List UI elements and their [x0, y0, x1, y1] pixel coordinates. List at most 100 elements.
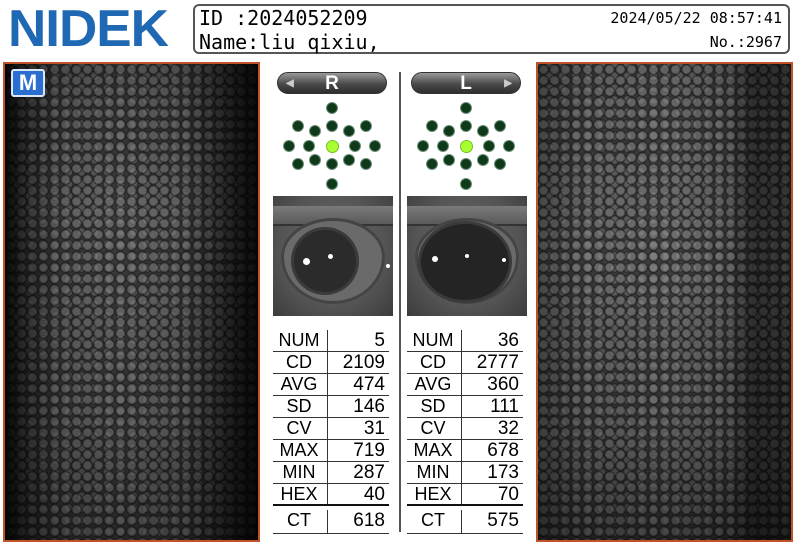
fixation-dot	[494, 158, 506, 170]
image-vignette	[538, 64, 791, 540]
fixation-dot	[494, 120, 506, 132]
fixation-dot	[283, 140, 295, 152]
endothelium-image-right-eye[interactable]: M	[3, 62, 260, 542]
anterior-eye-image-right	[273, 196, 393, 316]
fixation-dot	[349, 140, 361, 152]
fixation-dot	[460, 102, 472, 114]
fixation-dot	[343, 125, 355, 137]
stat-row-avg: AVG 360	[407, 374, 523, 396]
stat-label: CV	[420, 418, 446, 438]
stat-value: 618	[353, 510, 385, 531]
stat-separator	[327, 462, 328, 483]
stat-separator	[327, 396, 328, 417]
fixation-dot	[360, 120, 372, 132]
stat-separator	[327, 440, 328, 461]
stat-value: 2109	[342, 352, 385, 373]
stat-label: MIN	[282, 462, 316, 482]
stat-label: AVG	[414, 374, 452, 394]
fixation-dot	[417, 140, 429, 152]
stat-label: CT	[287, 510, 311, 530]
stat-value: 2777	[476, 352, 519, 373]
stat-value: 360	[487, 374, 519, 395]
exam-datetime: 2024/05/22 08:57:41	[610, 9, 782, 27]
fixation-dot	[326, 178, 338, 190]
stat-value: 31	[363, 418, 385, 439]
stat-label: SD	[420, 396, 446, 416]
stat-row-avg: AVG 474	[273, 374, 389, 396]
panel-divider	[399, 72, 401, 532]
endothelium-image-left-eye[interactable]	[536, 62, 793, 542]
stat-label: MAX	[413, 440, 453, 460]
stat-value: 474	[353, 374, 385, 395]
tab-right-eye-label: R	[325, 73, 339, 94]
stat-value: 5	[374, 330, 385, 351]
stat-value: 146	[353, 396, 385, 417]
fixation-dot	[292, 158, 304, 170]
stat-separator	[327, 374, 328, 395]
stat-value: 111	[490, 396, 519, 417]
fixation-dot	[309, 154, 321, 166]
tab-left-eye[interactable]: L ▶	[411, 72, 521, 94]
stat-row-min: MIN 173	[407, 462, 523, 484]
reflex-glint	[303, 258, 310, 265]
fixation-dot	[326, 120, 338, 132]
stat-separator	[461, 440, 462, 461]
stat-row-min: MIN 287	[273, 462, 389, 484]
stat-row-hex: HEX 70	[407, 484, 523, 506]
stat-row-sd: SD 146	[273, 396, 389, 418]
stat-row-cd: CD 2777	[407, 352, 523, 374]
reflex-glint	[328, 254, 333, 259]
fixation-dot	[437, 140, 449, 152]
exam-number: No.:2967	[709, 33, 782, 51]
stat-value: 287	[353, 462, 385, 483]
fixation-dot	[309, 125, 321, 137]
stat-row-num: NUM 36	[407, 330, 523, 352]
reflex-glint	[432, 256, 438, 262]
stat-label: HEX	[414, 484, 452, 504]
stat-row-num: NUM 5	[273, 330, 389, 352]
stat-separator	[327, 510, 328, 533]
stat-row-cv: CV 31	[273, 418, 389, 440]
stat-value: 70	[497, 484, 519, 505]
stats-table-left: NUM 36 CD 2777 AVG 360 SD 111 CV 32 MAX 678 MIN 173 HE…	[407, 330, 523, 534]
stat-row-ct: CT 618	[273, 510, 389, 534]
stat-label: NUM	[412, 330, 454, 350]
stat-separator	[461, 330, 462, 351]
fixation-dot	[443, 154, 455, 166]
triangle-right-icon: ▶	[504, 78, 512, 89]
stat-value: 575	[487, 510, 519, 531]
stat-separator	[461, 484, 462, 504]
stat-value: 32	[497, 418, 519, 439]
stat-label: MAX	[279, 440, 319, 460]
tab-right-eye[interactable]: ◀ R	[277, 72, 387, 94]
fixation-dot	[477, 125, 489, 137]
fixation-dot	[460, 178, 472, 190]
patient-name: Name:liu qixiu,	[199, 30, 380, 54]
stat-separator	[327, 352, 328, 373]
manual-mode-badge[interactable]: M	[11, 69, 45, 97]
stat-row-cv: CV 32	[407, 418, 523, 440]
stat-label: SD	[286, 396, 312, 416]
stat-row-sd: SD 111	[407, 396, 523, 418]
stat-separator	[461, 418, 462, 439]
fixation-dot	[426, 120, 438, 132]
stat-label: CV	[286, 418, 312, 438]
fixation-map-right	[271, 98, 391, 190]
pupil	[421, 224, 509, 300]
reflex-glint	[502, 258, 506, 262]
patient-info-box: ID :2024052209 Name:liu qixiu, 2024/05/2…	[193, 4, 790, 54]
stat-value: 173	[487, 462, 519, 483]
stat-label: HEX	[280, 484, 318, 504]
stat-label: AVG	[280, 374, 318, 394]
stat-label: CD	[420, 352, 446, 372]
triangle-left-icon: ◀	[286, 78, 294, 89]
fixation-dot	[443, 125, 455, 137]
stat-separator	[461, 374, 462, 395]
fixation-dot	[460, 158, 472, 170]
stat-label: MIN	[416, 462, 450, 482]
fixation-dot	[483, 140, 495, 152]
stat-label: CT	[421, 510, 445, 530]
stat-separator	[461, 510, 462, 533]
image-vignette-vertical	[5, 64, 258, 540]
stat-separator	[461, 462, 462, 483]
